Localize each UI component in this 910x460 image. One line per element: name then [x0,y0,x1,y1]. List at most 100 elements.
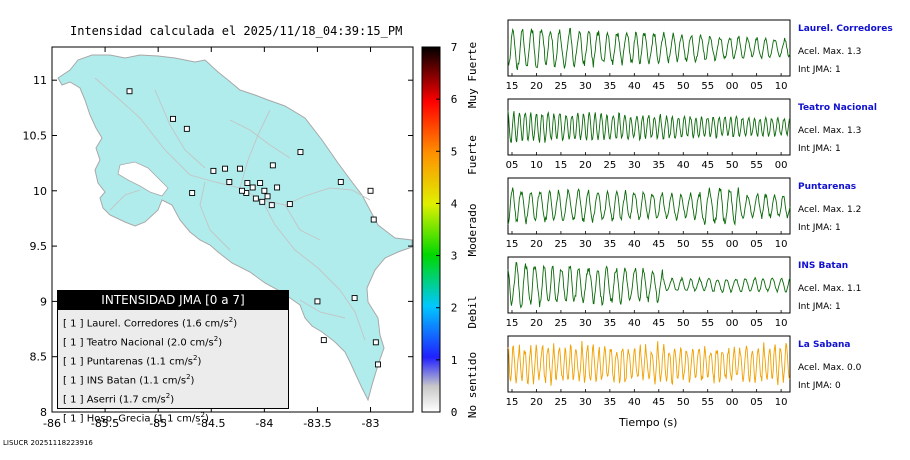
waveform-tick-label: 30 [579,239,592,250]
station-marker [264,193,271,200]
map-y-tick-label: 9 [40,295,47,308]
legend-unit-exponent: 2 [193,353,198,362]
legend-item: [ 1 ] Aserri (1.7 cm/s2) [63,389,288,408]
waveform-tick-label: 30 [579,81,592,92]
map-x-tick-label: -83.5 [303,417,331,430]
waveform-tick-label: 15 [506,81,519,92]
colorbar-category-label: Muy Fuerte [466,42,479,108]
legend-acceleration: (1.7 cm/s [118,394,166,406]
station-marker [189,190,196,196]
station-marker [370,216,377,223]
colorbar-tick-label: 6 [451,93,458,106]
nicoya-gulf [117,161,169,197]
legend-close-paren: ) [197,356,202,368]
waveform-panel-group: 15 20 25 30 35 40 45 50 55 00 05 10 05 10 15 20 25 30 35 40… [506,19,791,408]
waveform-tick-label: 20 [530,239,543,250]
legend-item: [ 1 ] Puntarenas (1.1 cm/s2) [63,351,288,370]
waveform-tick-label: 25 [555,239,568,250]
colorbar-tick-label: 0 [451,406,458,419]
map-y-tick-label: 11 [33,74,47,87]
waveform-tick-label: 05 [750,397,763,408]
waveform-frame [507,19,791,77]
station-marker [320,337,327,344]
station-marker [269,162,276,169]
colorbar-ramp [421,46,441,413]
waveform-tick-label: 50 [677,318,690,329]
waveform-trace [507,340,791,386]
station-marker [314,298,321,305]
legend-unit-exponent: 2 [200,410,205,419]
waveform-tick-label: 45 [652,239,665,250]
station-marker [170,115,176,122]
waveform-tick-label: 05 [506,160,519,171]
station-marker [210,167,217,174]
legend-item: [ 1 ] Laurel. Corredores (1.6 cm/s2) [63,313,288,332]
intensity-colorbar: 0 1 2 3 4 5 6 7 No sentido Debil Moderado Fuerte Mu… [421,41,479,419]
waveform-tick-label: 25 [555,397,568,408]
station-marker [367,187,374,194]
station-marker [244,180,251,186]
waveform-tick-label: 40 [628,397,641,408]
waveform-tick-label: 25 [603,160,616,171]
waveform-tick-label: 15 [506,239,519,250]
colorbar-category-label: No sentido [466,352,479,418]
map-x-tick-label: -85 [149,417,167,430]
waveform-tick-label: 00 [726,397,739,408]
waveform-tick-label: 45 [652,81,665,92]
station-marker [274,184,281,191]
station-marker [252,195,259,202]
station-max-acceleration: Acel. Max. 1.2 [798,205,862,215]
waveform-tick-label: 40 [628,318,641,329]
station-marker [257,180,264,186]
colorbar-tick-label: 7 [451,41,458,54]
waveform-panel: 15 20 25 30 35 40 45 50 55 00 05 10 [506,177,791,250]
waveform-frame [507,98,791,156]
station-max-acceleration: Acel. Max. 1.1 [798,284,862,294]
waveform-tick-label: 10 [775,318,788,329]
waveform-tick-label: 55 [701,239,714,250]
station-max-acceleration: Acel. Max. 1.3 [798,126,862,136]
legend-station-name: INS Batan [86,375,137,387]
station-marker [249,184,256,191]
waveform-tick-label: 50 [726,160,739,171]
legend-unit-exponent: 2 [165,391,171,400]
waveform-tick-label: 55 [701,81,714,92]
legend-close-paren: ) [170,394,175,406]
station-marker [222,165,229,172]
map-x-tick-label: -83 [362,417,380,430]
legend-item: [ 1 ] Teatro Nacional (2.0 cm/s2) [63,332,288,351]
map-axes: -86 -85.5 -85 -84.5 -84 -83.5 -83 8 8.5 9 9.5 10 10.… [23,47,413,430]
map-y-tick-label: 9.5 [30,240,48,253]
waveform-tick-label: 30 [579,318,592,329]
waveform-trace [507,187,791,227]
waveform-tick-label: 00 [726,318,739,329]
station-marker [239,187,246,194]
costa-rica-landmass [57,54,413,402]
waveform-tick-label: 05 [750,81,763,92]
station-jma-intensity: Int JMA: 1 [798,65,841,75]
waveform-tick-label: 20 [579,160,592,171]
map-x-tick-label: -85.5 [91,417,119,430]
colorbar-category-label: Moderado [466,204,479,257]
map-y-tick-label: 8.5 [30,351,48,364]
waveform-trace [507,27,791,71]
waveform-tick-label: 50 [677,81,690,92]
waveform-tick-label: 10 [775,239,788,250]
map-y-tick-label: 8 [40,406,47,419]
legend-close-paren: ) [190,375,195,387]
waveform-tick-label: 50 [677,397,690,408]
waveform-panels: 15 20 25 30 35 40 45 50 55 00 05 10 05 10 15 20 25 30 35 40… [506,19,791,408]
legend-intensity: [ 1 ] [63,356,84,368]
legend-acceleration: (1.1 cm/s [146,356,194,368]
map-y-tick-label: 10.5 [23,129,48,142]
legend-intensity: [ 1 ] [63,337,84,349]
legend-station-name: Teatro Nacional [86,337,164,349]
waveform-tick-label: 35 [603,318,616,329]
station-max-acceleration: Acel. Max. 0.0 [798,363,862,373]
waveform-trace [507,261,791,309]
station-jma-intensity: Int JMA: 1 [798,223,841,233]
waveform-panel: 15 20 25 30 35 40 45 50 55 00 05 10 [506,256,791,329]
station-marker [351,295,358,302]
legend-station-name: Puntarenas [86,356,144,368]
waveform-tick-label: 35 [603,397,616,408]
